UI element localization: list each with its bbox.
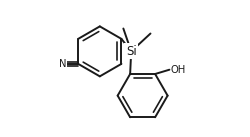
Text: Si: Si (125, 45, 136, 58)
Text: OH: OH (170, 65, 185, 75)
Text: N: N (59, 59, 66, 69)
